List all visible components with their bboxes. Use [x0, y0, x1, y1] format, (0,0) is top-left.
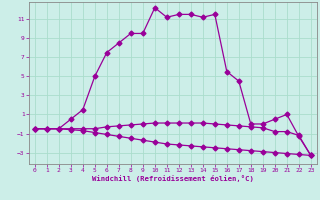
X-axis label: Windchill (Refroidissement éolien,°C): Windchill (Refroidissement éolien,°C): [92, 175, 254, 182]
